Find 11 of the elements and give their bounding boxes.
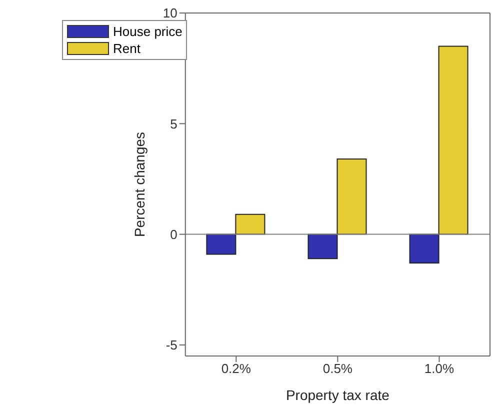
x-tick-label: 0.5%: [322, 361, 353, 376]
y-tick-label: 0: [170, 226, 178, 242]
y-tick-label: 5: [170, 116, 178, 132]
legend-label: House price: [113, 24, 182, 39]
y-tick-label: -5: [166, 338, 178, 353]
x-tick-label: 0.2%: [221, 361, 252, 376]
x-axis-title: Property tax rate: [286, 387, 390, 403]
legend-label: Rent: [113, 41, 140, 56]
y-axis-title: Percent changes: [131, 132, 148, 238]
y-tick-label: 10: [162, 6, 178, 21]
x-tick-label: 1.0%: [424, 361, 454, 376]
